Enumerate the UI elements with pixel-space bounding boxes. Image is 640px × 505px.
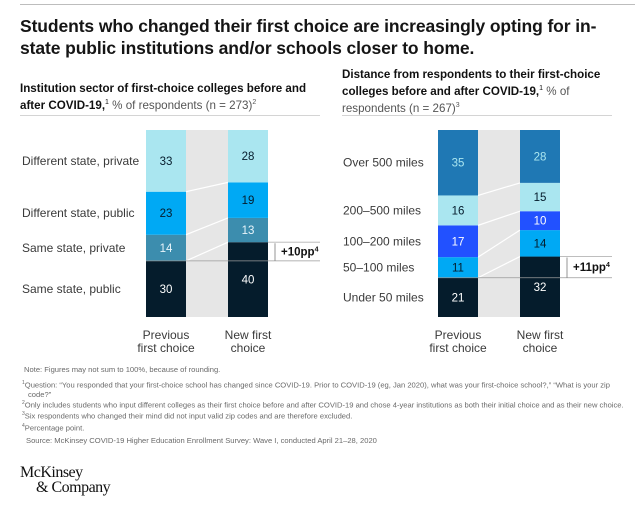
bar-segment-over-500-miles xyxy=(520,130,560,183)
footnote-4: 4Percentage point. xyxy=(20,422,630,433)
legend-label: 100–200 miles xyxy=(343,234,421,248)
right-chart-title-light-sup: 3 xyxy=(455,101,460,109)
footnote-2: 2Only includes students who input differ… xyxy=(20,399,630,410)
connector-line xyxy=(477,229,521,258)
x-axis-label: New first xyxy=(517,328,564,342)
x-axis-label: first choice xyxy=(429,341,487,355)
data-label: 35 xyxy=(452,158,465,170)
data-label: 13 xyxy=(242,225,255,237)
bar-segment-over-500-miles xyxy=(438,130,478,196)
x-axis-label: choice xyxy=(523,341,558,355)
delta-footnote-mark: 4 xyxy=(606,262,610,269)
legend-label: Under 50 miles xyxy=(343,290,424,304)
notes-section: Note: Figures may not sum to 100%, becau… xyxy=(20,365,630,445)
left-chart-title-divider xyxy=(20,115,320,116)
connector-line xyxy=(477,210,521,226)
left-chart-title-sup: 1 xyxy=(105,99,109,106)
x-axis-label: first choice xyxy=(137,341,195,355)
delta-annotation: +11pp4 xyxy=(573,262,610,274)
bar-segment-50-100-miles xyxy=(520,230,560,257)
x-axis-label: New first xyxy=(225,328,272,342)
connector-line xyxy=(477,256,521,279)
logo-line-2: & Company xyxy=(36,479,111,496)
logo-line-1: McKinsey xyxy=(20,464,83,481)
footnote-mark: 4 xyxy=(22,422,25,429)
data-label: 14 xyxy=(160,243,173,255)
delta-footnote-mark: 4 xyxy=(315,247,319,254)
data-label: 33 xyxy=(160,156,173,168)
connector-band xyxy=(186,130,228,317)
footnote-text: Only includes students who input differe… xyxy=(24,400,624,410)
right-chart-title-sup: 1 xyxy=(539,85,544,92)
data-label: 28 xyxy=(242,151,255,163)
bar-segment-100-200-miles xyxy=(438,225,478,258)
left-chart-title-bold: Institution sector of first-choice colle… xyxy=(20,82,307,112)
legend-label: Different state, public xyxy=(22,206,135,220)
legend-label: Different state, private xyxy=(22,154,139,168)
right-chart-title-bold: Distance from respondents to their first… xyxy=(342,68,601,98)
legend-label: 200–500 miles xyxy=(343,203,421,217)
footnote-text: Percentage point. xyxy=(24,423,85,433)
delta-annotation: +10pp4 xyxy=(281,247,319,259)
bar-segment-under-50-miles xyxy=(438,277,478,317)
legend-label: Same state, public xyxy=(22,282,121,296)
bar-segment-200-500-miles xyxy=(438,195,478,226)
data-label: 14 xyxy=(534,238,547,250)
data-label: 40 xyxy=(242,275,255,287)
bar-segment-different-state-private xyxy=(146,130,186,192)
legend-label: Over 500 miles xyxy=(343,156,424,170)
data-label: 10 xyxy=(534,216,547,228)
footnote-mark: 2 xyxy=(22,400,25,407)
left-chart-title-light-sup: 2 xyxy=(252,99,257,106)
bar-segment-same-state-private xyxy=(146,234,186,261)
source-line: Source: McKinsey COVID-19 Higher Educati… xyxy=(26,435,377,445)
data-label: 23 xyxy=(160,208,173,220)
data-label: 30 xyxy=(160,284,173,296)
footnote-3: 3Six respondents who changed their mind … xyxy=(20,410,630,421)
top-divider xyxy=(20,4,635,5)
bar-segment-100-200-miles xyxy=(520,211,560,231)
right-chart-title: Distance from respondents to their first… xyxy=(342,68,627,116)
bar-segment-same-state-public xyxy=(228,242,268,317)
bar-segment-200-500-miles xyxy=(520,182,560,212)
footnote-1: 1Question: “You responded that your firs… xyxy=(20,379,630,400)
rounding-note: Note: Figures may not sum to 100%, becau… xyxy=(24,365,221,374)
connector-line xyxy=(185,241,229,262)
bar-segment-same-state-public xyxy=(146,260,186,317)
bar-segment-different-state-private xyxy=(228,130,268,183)
right-chart-title-divider xyxy=(342,115,612,116)
data-label: 16 xyxy=(452,205,465,217)
footnote-text: Question: “You responded that your first… xyxy=(24,380,610,399)
data-label: 11 xyxy=(452,262,464,274)
legend-label: 50–100 miles xyxy=(343,260,414,274)
data-label: 19 xyxy=(242,195,255,207)
bar-segment-50-100-miles xyxy=(438,257,478,278)
left-chart-title-light: % of respondents (n = 273) xyxy=(108,98,253,112)
bar-segment-different-state-public xyxy=(146,191,186,235)
data-label: 15 xyxy=(534,192,547,204)
left-chart-title: Institution sector of first-choice colle… xyxy=(20,82,320,113)
connector-line xyxy=(185,181,229,193)
x-axis-label: Previous xyxy=(435,328,482,342)
data-label: 32 xyxy=(534,282,547,294)
data-label: 21 xyxy=(452,292,465,304)
data-label: 17 xyxy=(452,236,465,248)
connector-line xyxy=(185,217,229,236)
mckinsey-logo: McKinsey & Company xyxy=(20,464,111,496)
data-label: 28 xyxy=(534,151,547,163)
x-axis-label: Previous xyxy=(143,328,190,342)
bar-segment-under-50-miles xyxy=(520,256,560,317)
right-chart-title-light: % of respondents (n = 267) xyxy=(342,84,570,115)
bar-segment-different-state-public xyxy=(228,182,268,218)
legend-label: Same state, private xyxy=(22,241,126,255)
footnote-mark: 1 xyxy=(22,379,25,386)
bar-segment-same-state-private xyxy=(228,217,268,243)
connector-line xyxy=(477,182,521,197)
page-title: Students who changed their first choice … xyxy=(20,16,597,58)
footnote-mark: 3 xyxy=(22,411,25,418)
footnote-text: Six respondents who changed their mind d… xyxy=(24,411,353,421)
x-axis-label: choice xyxy=(231,341,266,355)
